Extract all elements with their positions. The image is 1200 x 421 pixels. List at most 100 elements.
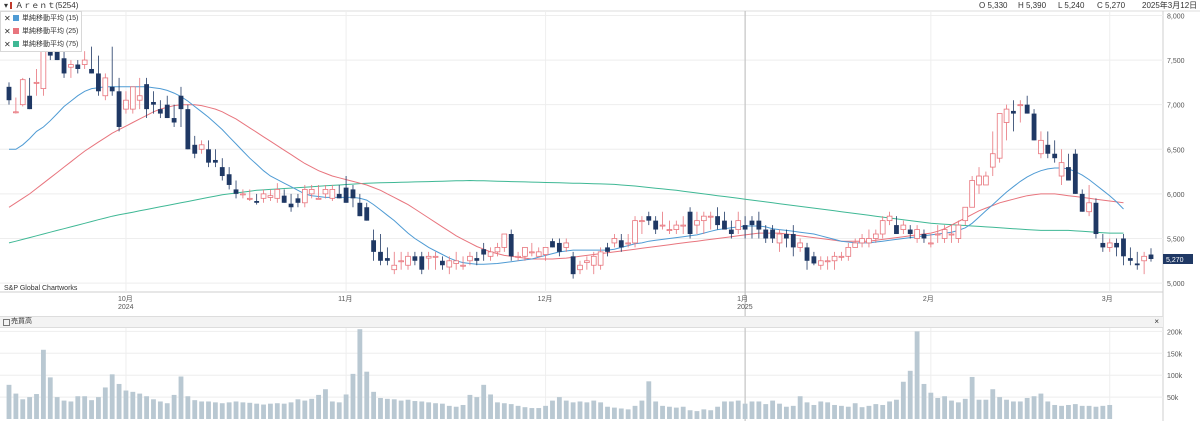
volume-bar bbox=[742, 403, 748, 419]
volume-bar bbox=[921, 383, 927, 419]
volume-bar bbox=[391, 399, 397, 419]
volume-bar bbox=[756, 401, 762, 419]
legend-item-sma25[interactable]: ✕ 単純移動平均 (25) bbox=[1, 25, 81, 38]
volume-bar bbox=[591, 400, 597, 419]
volume-bar bbox=[474, 397, 480, 419]
candle-body-up bbox=[1017, 104, 1024, 107]
candle-body-up bbox=[535, 251, 542, 257]
candle-body-up bbox=[797, 242, 803, 248]
volume-bar bbox=[68, 401, 74, 419]
candle-body-up bbox=[274, 189, 281, 199]
candle-body-up bbox=[590, 255, 597, 266]
volume-bar bbox=[1107, 404, 1113, 419]
volume-bar bbox=[962, 398, 968, 419]
volume-bar bbox=[646, 381, 652, 419]
close-icon[interactable]: ✕ bbox=[4, 27, 11, 36]
volume-bar bbox=[412, 401, 418, 419]
candle-body-down bbox=[1148, 254, 1154, 259]
candle-body-up bbox=[1141, 255, 1147, 262]
candle-body-up bbox=[329, 189, 336, 199]
candle-body-up bbox=[123, 99, 129, 110]
volume-bar bbox=[219, 403, 225, 419]
candle-body-down bbox=[1127, 258, 1133, 261]
candle-body-up bbox=[996, 113, 1003, 159]
volume-bar bbox=[605, 406, 610, 419]
volume-tick-label: 100k bbox=[1167, 373, 1183, 380]
price-tick-label: 8,000 bbox=[1167, 13, 1185, 20]
volume-bar bbox=[763, 404, 769, 419]
candle-body-up bbox=[487, 251, 494, 257]
candle-body-down bbox=[618, 240, 624, 248]
volume-bar bbox=[577, 401, 583, 419]
candle-body-down bbox=[550, 241, 555, 248]
candle-body-down bbox=[722, 220, 727, 230]
legend-label: 単純移動平均 (15) bbox=[22, 15, 79, 22]
candle-body-up bbox=[866, 238, 872, 244]
candle-body-down bbox=[206, 149, 211, 163]
volume-bar bbox=[1086, 405, 1092, 419]
volume-bar bbox=[508, 404, 514, 419]
legend-item-sma75[interactable]: ✕ 単純移動平均 (75) bbox=[1, 38, 81, 51]
close-icon[interactable]: × bbox=[1154, 317, 1159, 326]
candle-body-down bbox=[89, 68, 94, 74]
volume-bar bbox=[75, 396, 81, 419]
candle-body-down bbox=[907, 229, 913, 235]
volume-bar bbox=[343, 394, 349, 419]
volume-bar bbox=[894, 399, 899, 419]
candle-body-up bbox=[928, 242, 934, 245]
candle-body-down bbox=[1100, 242, 1106, 248]
candle-body-down bbox=[226, 174, 232, 185]
volume-bar bbox=[770, 400, 776, 419]
volume-bar bbox=[164, 403, 170, 419]
candle-body-down bbox=[419, 256, 425, 270]
volume-bar bbox=[405, 399, 411, 419]
volume-bar bbox=[268, 403, 273, 419]
close-icon[interactable]: ✕ bbox=[4, 14, 11, 23]
candle-body-up bbox=[976, 175, 982, 186]
volume-bar bbox=[680, 406, 686, 419]
candle-body-up bbox=[308, 189, 315, 195]
volume-bar bbox=[281, 403, 287, 419]
candle-body-up bbox=[1003, 108, 1010, 123]
volume-bar bbox=[935, 397, 941, 419]
candle-body-up bbox=[914, 229, 920, 239]
candle-body-down bbox=[508, 234, 514, 257]
volume-bar bbox=[866, 405, 872, 419]
ticker-selector[interactable]: ▾ Ａｒｅｎｔ(5254) bbox=[4, 0, 78, 11]
volume-bar bbox=[274, 403, 280, 419]
volume-bar bbox=[708, 410, 714, 419]
candle-body-down bbox=[6, 86, 12, 101]
high-value: H 5,390 bbox=[1018, 1, 1047, 10]
candle-body-up bbox=[467, 255, 473, 262]
indicator-legend: ✕ 単純移動平均 (15) ✕ 単純移動平均 (25) ✕ 単純移動平均 (75… bbox=[0, 11, 82, 52]
volume-bar bbox=[660, 405, 665, 419]
candle-body-down bbox=[96, 73, 101, 92]
candle-body-up bbox=[1038, 139, 1044, 155]
close-icon[interactable]: ✕ bbox=[4, 40, 11, 49]
sma75-line bbox=[8, 179, 1124, 244]
candle-body-down bbox=[371, 240, 377, 252]
volume-bar bbox=[446, 405, 452, 419]
volume-bar bbox=[123, 390, 129, 419]
volume-bar bbox=[288, 402, 294, 419]
price-tick-label: 6,500 bbox=[1167, 147, 1185, 154]
x-tick-label: 3月 bbox=[1102, 295, 1113, 303]
candle-body-down bbox=[171, 118, 177, 123]
volume-bar bbox=[206, 401, 211, 419]
candle-body-up bbox=[962, 206, 969, 222]
volume-bar bbox=[1093, 406, 1099, 419]
candle-body-down bbox=[1011, 110, 1016, 114]
volume-bar bbox=[722, 401, 727, 419]
open-value: O 5,330 bbox=[979, 1, 1008, 10]
volume-bar bbox=[969, 376, 975, 419]
volume-bar bbox=[151, 399, 156, 419]
candles bbox=[6, 33, 1154, 279]
volume-bar bbox=[309, 398, 315, 419]
candle-body-up bbox=[267, 195, 274, 198]
legend-item-sma15[interactable]: ✕ 単純移動平均 (15) bbox=[1, 12, 81, 25]
volume-bar bbox=[556, 397, 562, 419]
candle-body-down bbox=[756, 220, 762, 230]
volume-bar bbox=[1066, 404, 1071, 419]
volume-bar bbox=[1045, 401, 1051, 419]
